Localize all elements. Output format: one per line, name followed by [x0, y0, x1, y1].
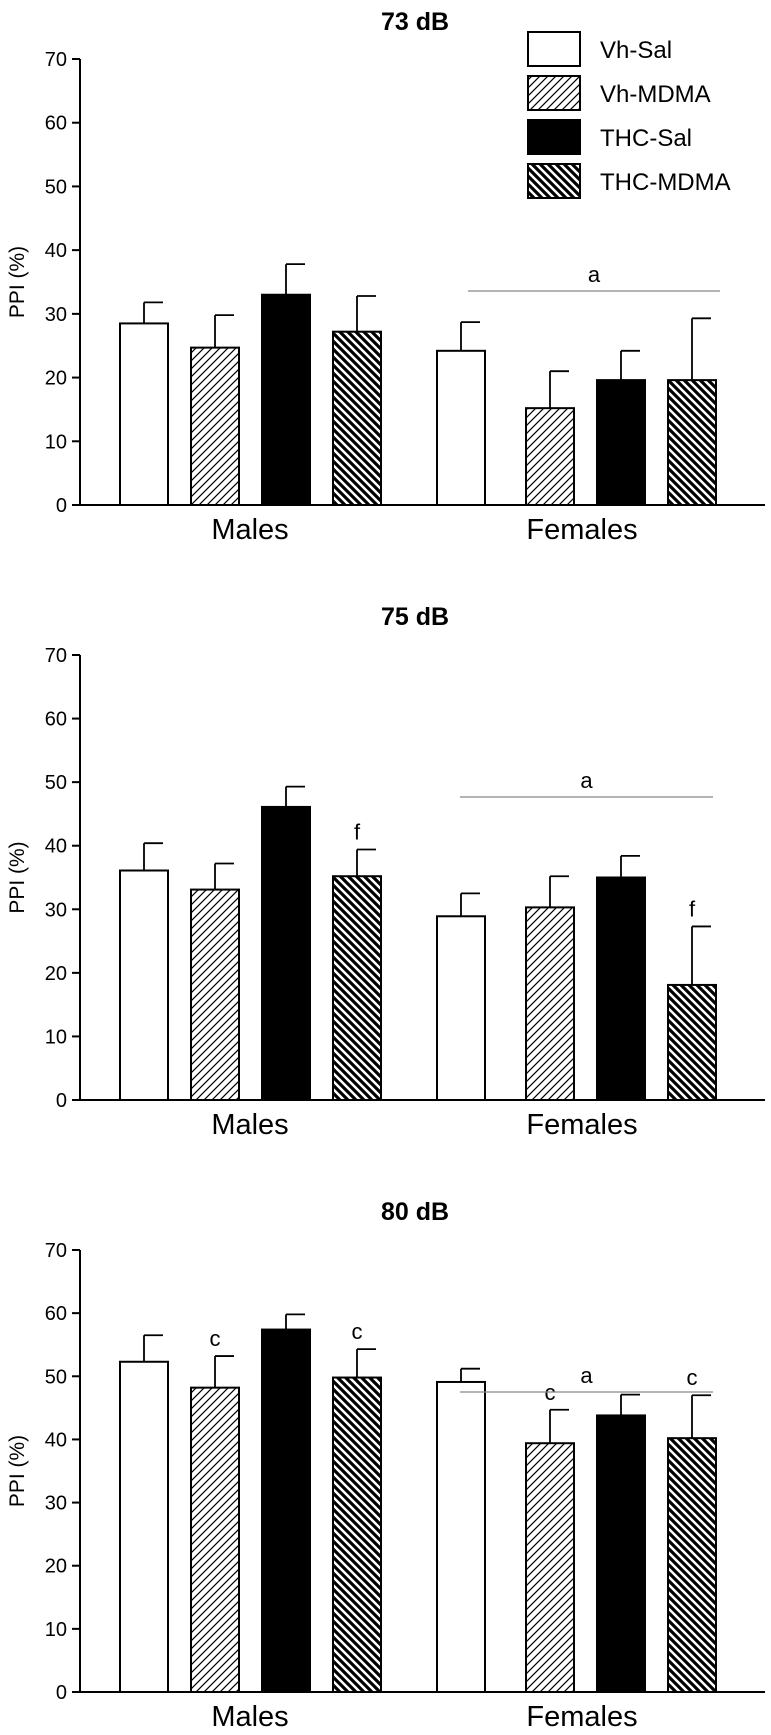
bar-thc-mdma-females [667, 1437, 717, 1694]
legend-label-thc-sal: THC-Sal [600, 125, 692, 152]
y-tick-label: 40 [45, 1429, 67, 1451]
bar-thc-mdma-females [667, 983, 717, 1102]
category-label-males: Males [211, 514, 288, 546]
y-tick-label: 30 [45, 1493, 67, 1515]
bar-thc-sal-males [261, 805, 311, 1102]
bar-vh-mdma-females [525, 407, 575, 507]
y-tick-label: 40 [45, 836, 67, 858]
y-tick-label: 40 [45, 240, 67, 262]
y-axis-label: PPI (%) [6, 841, 29, 913]
legend-swatch-vh-sal [527, 31, 581, 67]
significance-annotation: c [687, 1365, 698, 1390]
category-label-females: Females [526, 1701, 637, 1733]
legend-swatch-thc-mdma [527, 163, 581, 199]
y-tick-label: 50 [45, 772, 67, 794]
chart-panels: 73 dB PPI (%) 0 10 20 30 40 50 60 70 Males Females a… [6, 8, 765, 1733]
y-axis-label: PPI (%) [6, 1435, 29, 1507]
bar-vh-mdma-females [525, 1442, 575, 1694]
y-tick-label: 60 [45, 113, 67, 135]
legend-swatch-vh-mdma [527, 75, 581, 111]
y-tick-label: 70 [45, 49, 67, 71]
chart-panel-75-db: 75 dB PPI (%) 0 10 20 30 40 50 60 70 Males Females f… [6, 603, 765, 1141]
y-tick-label: 0 [56, 1090, 67, 1112]
bar-thc-mdma-females [667, 379, 717, 506]
y-tick-label: 70 [45, 1240, 67, 1262]
category-label-males: Males [211, 1109, 288, 1141]
bar-vh-sal-females [436, 349, 486, 506]
y-tick-label: 0 [56, 1682, 67, 1704]
y-tick-label: 20 [45, 1556, 67, 1578]
category-label-females: Females [526, 514, 637, 546]
y-tick-label: 50 [45, 176, 67, 198]
y-tick-label: 50 [45, 1366, 67, 1388]
chart-panel-80-db: 80 dB PPI (%) 0 10 20 30 40 50 60 70 Males Females c… [6, 1198, 765, 1733]
legend: Vh-Sal Vh-MDMA THC-Sal THC-MDMA [527, 31, 731, 199]
bar-vh-sal-males [119, 869, 169, 1101]
bar-vh-sal-females [436, 1380, 486, 1694]
chart-title: 75 dB [381, 603, 449, 631]
bar-vh-sal-males [119, 1360, 169, 1693]
chart-title: 80 dB [381, 1198, 449, 1226]
bar-vh-mdma-females [525, 906, 575, 1102]
group-significance-annotation: a [580, 1363, 593, 1388]
legend-swatch-thc-sal [527, 119, 581, 155]
bar-vh-sal-males [119, 322, 169, 506]
y-tick-label: 30 [45, 304, 67, 326]
y-tick-label: 0 [56, 495, 67, 517]
y-tick-label: 10 [45, 431, 67, 453]
significance-annotation: f [354, 820, 361, 845]
group-significance-annotation: a [588, 262, 601, 287]
group-significance-annotation: a [580, 768, 593, 793]
y-tick-label: 60 [45, 1303, 67, 1325]
chart-panel-73-db: 73 dB PPI (%) 0 10 20 30 40 50 60 70 Males Females a [6, 8, 765, 546]
bar-thc-mdma-males [332, 1376, 382, 1693]
bar-vh-sal-females [436, 915, 486, 1101]
y-tick-label: 20 [45, 963, 67, 985]
legend-label-thc-mdma: THC-MDMA [600, 169, 731, 196]
significance-annotation: c [210, 1326, 221, 1351]
legend-label-vh-mdma: Vh-MDMA [600, 81, 711, 108]
chart-title: 73 dB [381, 8, 449, 36]
y-tick-label: 10 [45, 1619, 67, 1641]
bar-thc-mdma-males [332, 330, 382, 506]
significance-annotation: f [689, 896, 696, 921]
category-label-females: Females [526, 1109, 637, 1141]
bar-vh-mdma-males [190, 1386, 240, 1694]
bar-thc-sal-males [261, 1328, 311, 1694]
y-tick-label: 70 [45, 645, 67, 667]
significance-annotation: c [352, 1319, 363, 1344]
bar-thc-sal-females [596, 379, 646, 506]
y-tick-label: 20 [45, 368, 67, 390]
bar-thc-sal-females [596, 1414, 646, 1694]
legend-label-vh-sal: Vh-Sal [600, 37, 672, 64]
category-label-males: Males [211, 1701, 288, 1733]
bar-thc-sal-males [261, 293, 311, 506]
y-tick-label: 10 [45, 1026, 67, 1048]
bar-thc-mdma-males [332, 875, 382, 1101]
y-tick-label: 30 [45, 899, 67, 921]
bar-thc-sal-females [596, 876, 646, 1101]
y-tick-label: 60 [45, 709, 67, 731]
bar-vh-mdma-males [190, 346, 240, 506]
y-axis-label: PPI (%) [6, 246, 29, 318]
bar-vh-mdma-males [190, 888, 240, 1101]
